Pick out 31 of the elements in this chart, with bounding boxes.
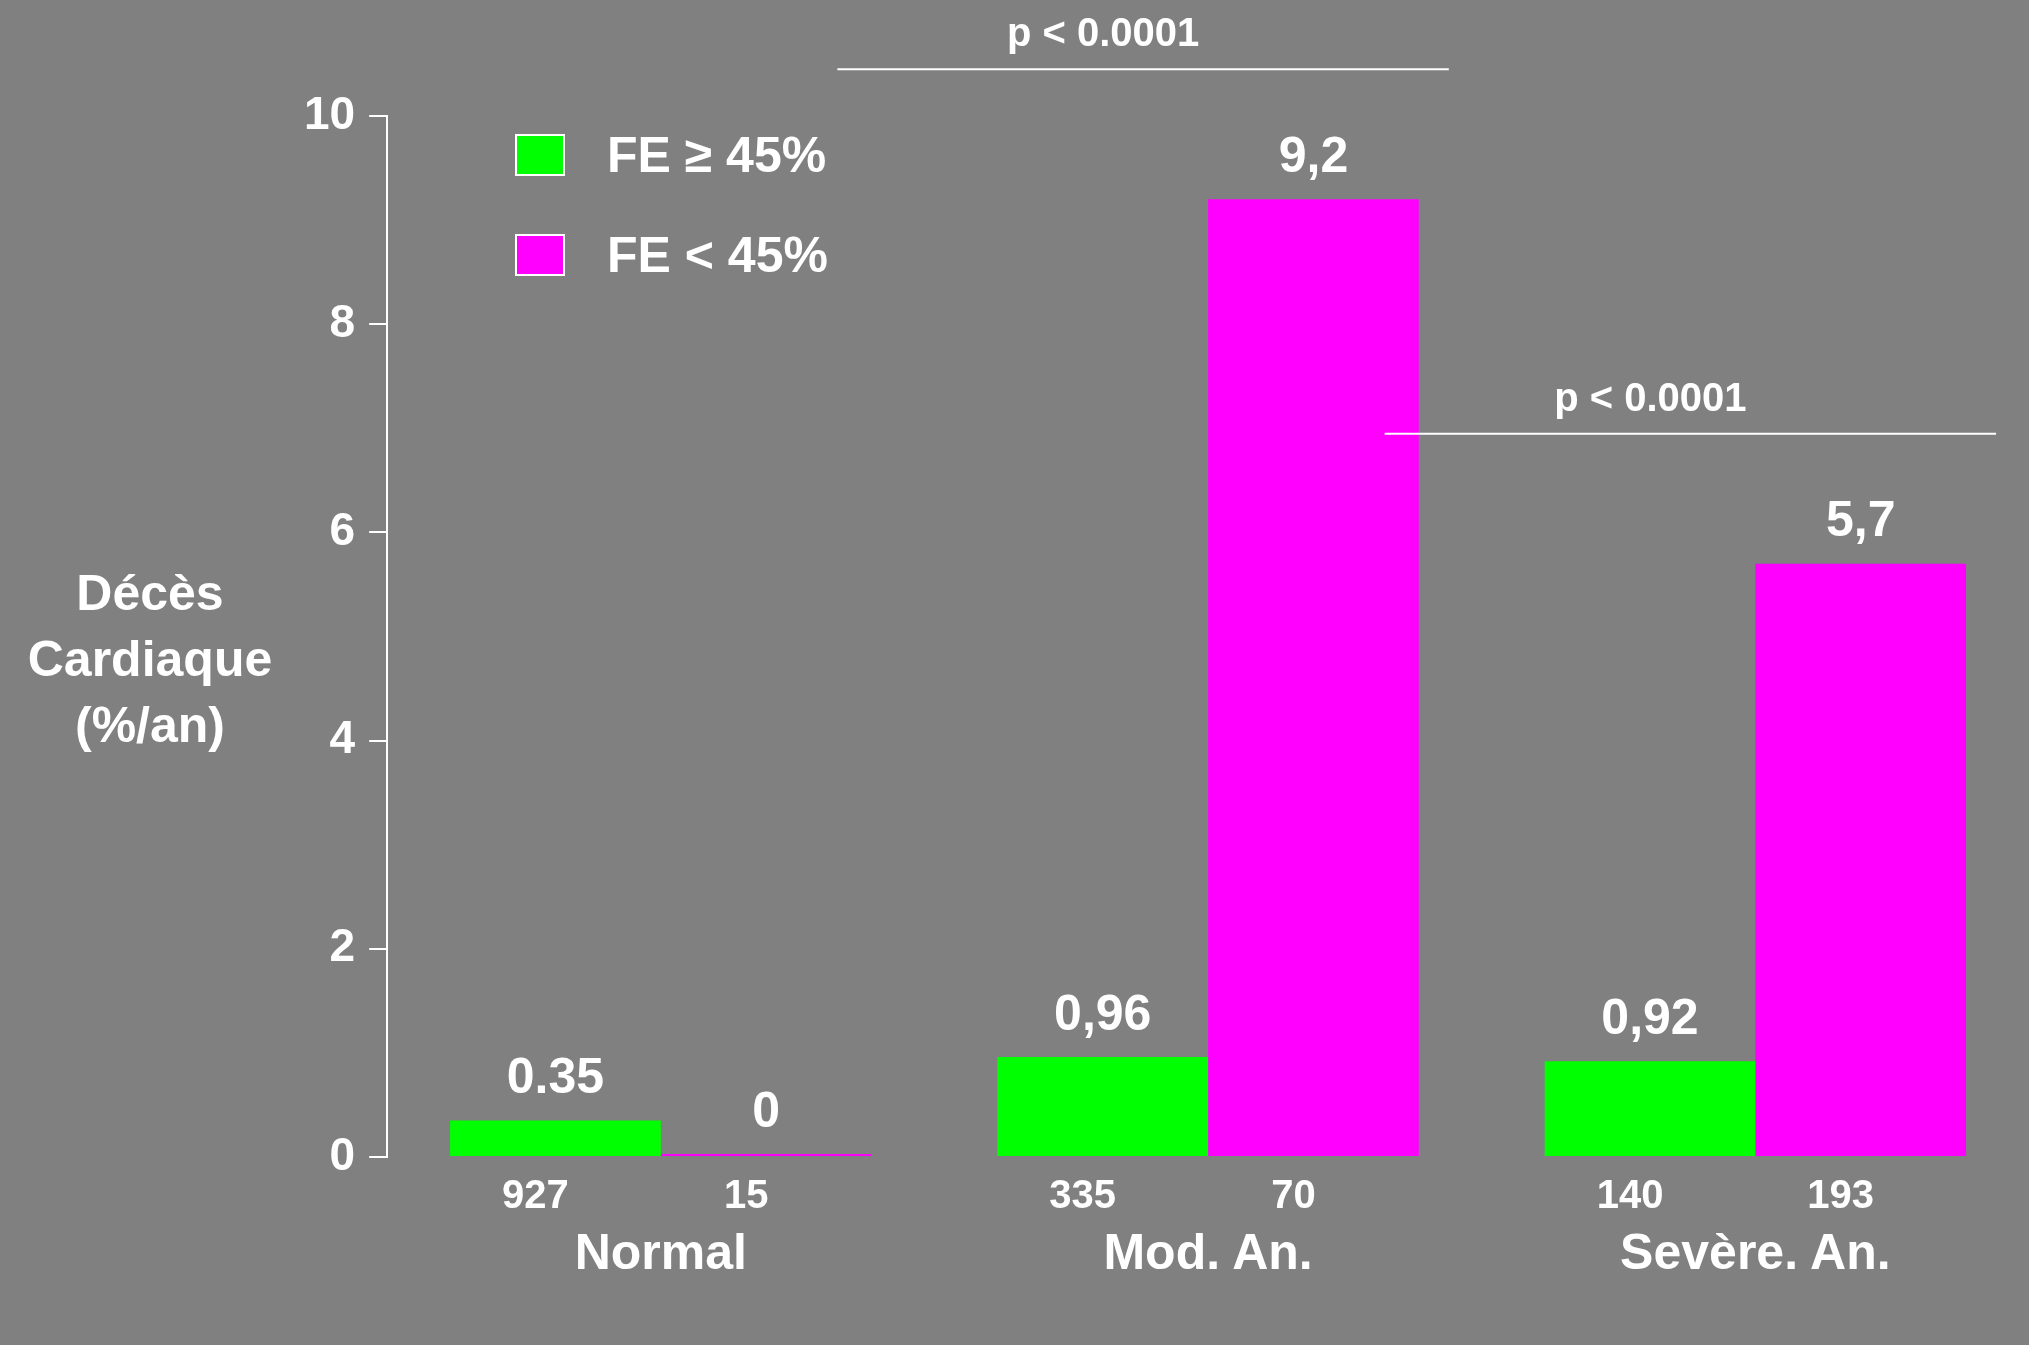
bar — [1755, 563, 1967, 1156]
data-label: 0.35 — [506, 1048, 605, 1105]
x-tick-label: Mod. An. — [1103, 1223, 1313, 1280]
x-tick-label: Normal — [574, 1223, 747, 1280]
text: 15 — [723, 1172, 769, 1217]
legend-label: FE ≥ 45% — [607, 126, 827, 184]
text: p < 0.0001 — [1006, 10, 1200, 55]
x-tick-label: Sevère. An. — [1620, 1223, 1891, 1280]
y-tick-label: 6 — [329, 503, 356, 556]
text: 70 — [1271, 1172, 1316, 1217]
y-tick-label: 4 — [329, 711, 356, 764]
y-tick-label: 10 — [303, 86, 356, 139]
data-label: 0 — [752, 1081, 781, 1138]
data-label: 0,92 — [1601, 989, 1699, 1046]
data-label: 0,96 — [1054, 984, 1152, 1041]
y-axis-title: Décès Cardiaque (%/an) — [26, 564, 274, 755]
legend-label: FE < 45% — [607, 226, 828, 284]
annotation: p < 0.0001 — [1554, 374, 1747, 419]
bar — [1544, 1061, 1756, 1156]
bar — [997, 1057, 1209, 1156]
data-label: 9,2 — [1278, 127, 1349, 184]
text: 335 — [1049, 1172, 1117, 1217]
data-label: 5,7 — [1825, 491, 1896, 548]
text: 927 — [502, 1172, 569, 1217]
bar — [1208, 199, 1419, 1156]
y-tick-label: 8 — [329, 294, 356, 347]
y-tick-label: 0 — [329, 1127, 356, 1180]
bar — [450, 1120, 661, 1156]
text: 140 — [1596, 1172, 1664, 1217]
text: 193 — [1807, 1172, 1875, 1217]
y-tick-label: 2 — [329, 919, 356, 972]
